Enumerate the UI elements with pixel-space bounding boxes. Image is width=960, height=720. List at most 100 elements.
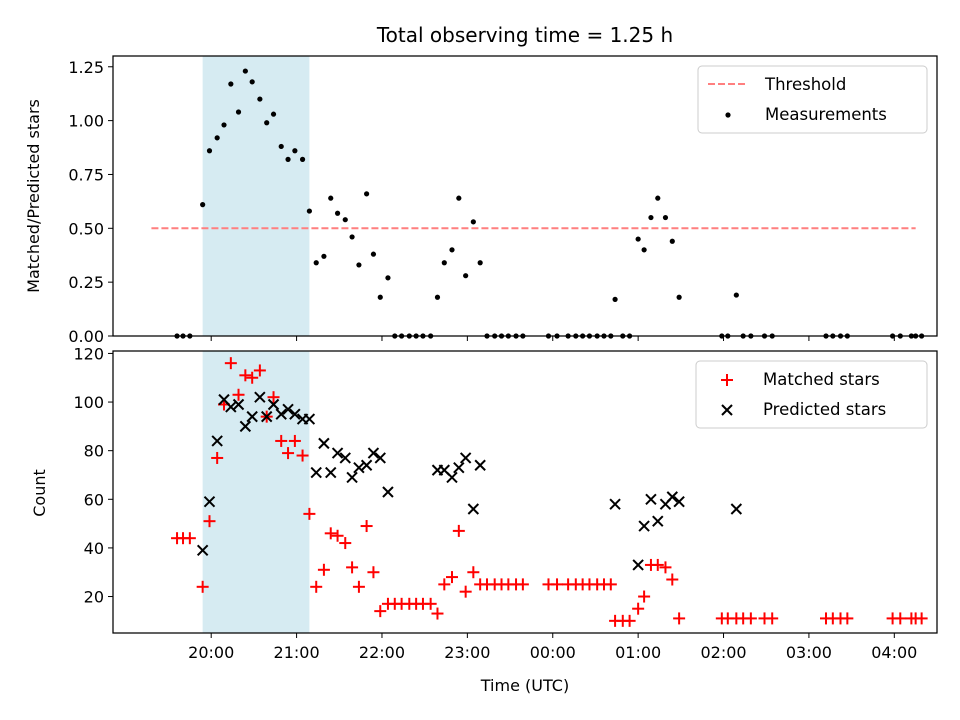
measurement-point — [612, 296, 618, 302]
measurement-point — [733, 292, 739, 298]
predicted-star-point — [267, 398, 280, 411]
predicted-star-point — [730, 503, 743, 515]
predicted-legend-label: Predicted stars — [763, 400, 886, 419]
predicted-star-point — [260, 410, 273, 423]
count-y-axis-label: Count — [30, 469, 49, 517]
matched-star-point — [516, 578, 529, 591]
x-tick-label: 23:00 — [444, 643, 490, 662]
measurements-legend-swatch — [725, 112, 731, 118]
matched-star-point — [275, 434, 288, 447]
measurement-point — [221, 122, 227, 128]
matched-star-point — [296, 449, 309, 462]
count-legend: Matched stars Predicted stars — [695, 360, 928, 429]
matched-star-point — [282, 447, 295, 460]
ratio-y-tick-label: 1.00 — [68, 112, 104, 131]
count-highlight-span — [202, 351, 310, 633]
x-tick-label: 21:00 — [274, 643, 320, 662]
matched-star-point — [360, 520, 373, 533]
matched-star-point — [253, 364, 266, 377]
matched-legend-label: Matched stars — [763, 370, 880, 389]
count-y-tick-label: 100 — [73, 393, 104, 412]
x-tick-label: 22:00 — [359, 643, 405, 662]
matched-star-point — [459, 585, 472, 598]
x-tick-label: 04:00 — [871, 643, 917, 662]
measurement-point — [470, 219, 476, 225]
matched-star-point — [367, 566, 380, 579]
measurement-point — [349, 234, 355, 240]
count-y-tick-label: 20 — [84, 588, 104, 607]
matched-star-point — [445, 571, 458, 584]
predicted-star-point — [275, 408, 287, 420]
measurement-point — [206, 148, 213, 154]
matched-star-point — [303, 507, 316, 520]
measurement-point — [385, 275, 391, 281]
predicted-star-point — [318, 437, 330, 450]
predicted-star-point — [310, 466, 322, 479]
measurement-point — [242, 68, 248, 74]
matched-star-point — [638, 590, 651, 603]
ratio-x-ticks — [210, 336, 895, 341]
measurement-point — [270, 111, 277, 117]
measurement-point — [313, 260, 319, 266]
measurement-point — [669, 238, 675, 244]
measurement-point — [292, 148, 298, 154]
matched-star-point — [339, 537, 352, 550]
measurement-point — [228, 81, 234, 87]
ratio-y-ticks: 0.00 0.25 0.50 0.75 1.00 1.25 — [68, 58, 113, 346]
predicted-star-point — [652, 515, 664, 527]
matched-star-point — [352, 580, 365, 593]
matched-star-point — [894, 612, 907, 625]
predicted-star-point — [203, 496, 216, 508]
measurement-point — [306, 208, 312, 214]
predicted-star-point — [382, 486, 394, 498]
ratio-y-tick-label: 0.50 — [68, 219, 104, 238]
predicted-legend-swatch — [721, 404, 733, 416]
measurement-point — [328, 195, 334, 201]
ratio-plot-area — [151, 56, 925, 339]
measurement-point — [449, 247, 455, 253]
measurement-point — [370, 251, 377, 257]
predicted-star-point — [246, 410, 258, 423]
matched-star-point — [267, 391, 280, 404]
measurement-point — [434, 294, 441, 300]
predicted-star-point — [459, 452, 472, 464]
count-y-tick-label: 80 — [84, 442, 104, 461]
predicted-star-point — [638, 520, 650, 532]
ratio-panel: Total observing time = 1.25 h 0.000.250.… — [24, 23, 938, 346]
count-legend-box — [695, 360, 928, 429]
measurement-point — [200, 202, 206, 208]
measurement-point — [477, 260, 483, 266]
predicted-star-point — [211, 435, 223, 447]
measurement-point — [299, 156, 306, 162]
predicted-star-point — [282, 403, 294, 416]
measurement-point — [676, 294, 682, 300]
matched-star-point — [766, 612, 779, 625]
matched-star-point — [438, 578, 451, 591]
predicted-star-point — [632, 559, 644, 571]
predicted-star-point — [474, 459, 486, 471]
predicted-star-point — [331, 447, 344, 459]
matched-star-point — [551, 578, 564, 591]
count-y-tick-label: 40 — [84, 539, 104, 558]
matched-star-point — [632, 602, 645, 615]
predicted-star-point — [339, 452, 351, 464]
matched-star-point — [651, 558, 664, 571]
matched-legend-swatch — [721, 374, 733, 386]
ratio-legend-box — [697, 65, 928, 134]
predicted-star-point — [254, 391, 266, 403]
measurement-point — [456, 195, 462, 201]
count-y-tick-label: 120 — [73, 344, 104, 363]
measurement-point — [441, 260, 447, 266]
matched-star-point — [666, 573, 679, 586]
matched-star-point — [623, 614, 636, 627]
measurement-point — [342, 217, 348, 223]
predicted-star-point — [666, 491, 679, 503]
measurement-point — [463, 273, 469, 279]
measurement-point — [249, 79, 255, 85]
x-tick-label: 03:00 — [786, 643, 832, 662]
predicted-star-point — [353, 461, 365, 474]
x-tick-label: 02:00 — [700, 643, 746, 662]
x-tick-label: 00:00 — [530, 643, 576, 662]
matched-star-point — [659, 561, 672, 574]
